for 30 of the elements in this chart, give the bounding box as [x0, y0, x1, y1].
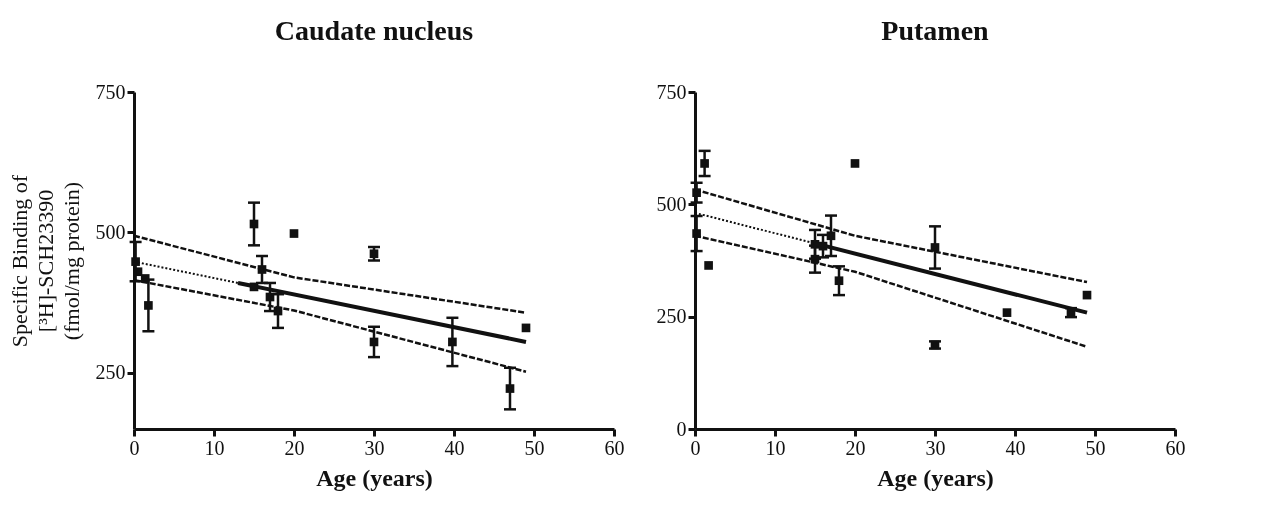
- x-tick-label: 30: [364, 436, 385, 459]
- x-tick-label: 50: [524, 436, 545, 459]
- x-tick-label: 60: [1165, 436, 1186, 459]
- y-tick-label: 250: [656, 305, 687, 328]
- x-tick-label: 20: [845, 436, 866, 459]
- y-tick-label: 500: [656, 192, 687, 215]
- y-tick-label: 750: [656, 80, 687, 103]
- x-tick-label: 50: [1085, 436, 1106, 459]
- x-tick-label: 0: [690, 436, 701, 459]
- x-tick-label: 60: [604, 436, 625, 459]
- y-axis-title: Specific Binding of [³H]-SCH23390 (fmol/mg protein): [6, 174, 84, 348]
- point: [850, 159, 860, 168]
- x-axis-title: Age (years): [316, 464, 433, 491]
- x-tick-label: 40: [444, 436, 465, 459]
- y-tick-label: 500: [95, 220, 126, 243]
- x-axis-title: Age (years): [877, 464, 994, 491]
- point: [289, 229, 299, 238]
- x-tick-label: 20: [284, 436, 305, 459]
- y-tick-label: 750: [95, 80, 126, 103]
- chart-title: Caudate nucleus: [274, 15, 474, 46]
- point: [704, 261, 713, 270]
- x-tick-label: 0: [129, 436, 140, 459]
- x-tick-label: 10: [204, 436, 225, 459]
- x-tick-label: 10: [765, 436, 786, 459]
- y-tick-label: 250: [95, 361, 126, 384]
- x-tick-label: 30: [925, 436, 946, 459]
- point: [1002, 308, 1012, 317]
- y-tick-label: 0: [676, 417, 687, 440]
- chart-title: Putamen: [881, 15, 990, 46]
- x-tick-label: 40: [1005, 436, 1026, 459]
